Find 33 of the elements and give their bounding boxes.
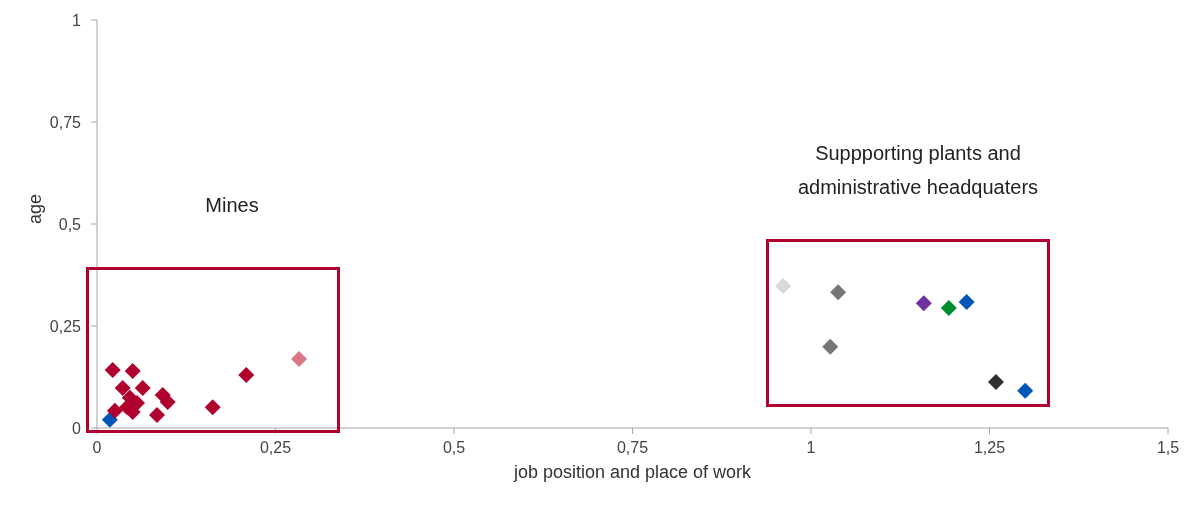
annotation: Suppporting plants and administrative headquaters: [796, 141, 1040, 200]
point: [124, 362, 141, 379]
point: [114, 380, 131, 397]
point: [104, 362, 121, 379]
y-tick-label: 0,25: [49, 317, 82, 335]
point: [291, 351, 308, 368]
x-tick-label: 1: [806, 439, 816, 457]
x-tick-label: 0,75: [616, 439, 649, 457]
point: [958, 293, 975, 310]
point: [106, 402, 123, 419]
y-tick-label: 1: [72, 11, 82, 29]
y-tick-label: 0,75: [49, 113, 82, 131]
point: [775, 278, 792, 295]
x-tick-label: 0: [92, 439, 102, 457]
point: [148, 406, 165, 423]
point: [1017, 382, 1034, 399]
x-tick-label: 0,25: [259, 439, 292, 457]
point: [940, 300, 957, 317]
point: [915, 295, 932, 312]
point: [830, 284, 847, 301]
y-tick-label: 0: [72, 419, 82, 437]
x-axis-title: job position and place of work: [512, 462, 753, 482]
x-tick-label: 1,5: [1156, 439, 1180, 457]
x-tick-label: 0,5: [442, 439, 466, 457]
x-tick-label: 1,25: [973, 439, 1006, 457]
point: [987, 373, 1004, 390]
y-axis-title: age: [25, 193, 46, 224]
annotation: Mines: [204, 193, 260, 218]
point: [204, 399, 221, 416]
y-tick-label: 0,5: [58, 215, 82, 233]
point: [134, 380, 151, 397]
point: [822, 338, 839, 355]
point: [238, 366, 255, 383]
